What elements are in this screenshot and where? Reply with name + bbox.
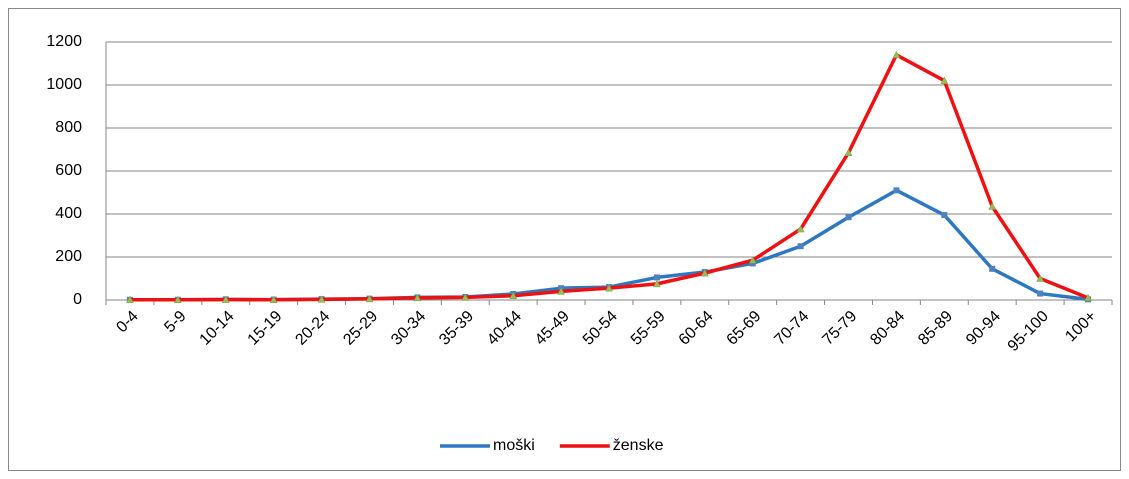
marker: [1036, 274, 1045, 282]
y-tick-label: 800: [55, 119, 82, 136]
legend-label: moški: [493, 437, 535, 454]
marker: [605, 284, 613, 292]
y-tick-label: 1000: [46, 76, 82, 93]
marker: [1037, 290, 1044, 297]
marker: [1084, 293, 1092, 302]
marker: [365, 294, 374, 303]
marker: [941, 212, 948, 219]
marker: [317, 295, 326, 303]
y-tick-label: 600: [55, 162, 82, 179]
marker: [940, 76, 949, 84]
marker: [797, 243, 804, 250]
marker: [173, 295, 182, 304]
marker: [126, 295, 134, 304]
marker: [557, 287, 566, 295]
marker: [844, 148, 853, 156]
y-tick-label: 200: [55, 248, 82, 265]
marker: [892, 50, 901, 59]
y-tick-label: 0: [73, 291, 82, 308]
marker: [652, 279, 661, 288]
marker: [845, 214, 852, 221]
marker: [269, 295, 278, 304]
marker: [748, 256, 757, 264]
marker: [413, 293, 422, 302]
chart-border: [8, 8, 1121, 471]
marker: [509, 291, 518, 299]
legend-label: ženske: [613, 437, 664, 454]
marker: [461, 293, 470, 301]
marker: [988, 202, 997, 210]
y-tick-label: 400: [55, 205, 82, 222]
marker: [893, 187, 900, 194]
y-tick-label: 1200: [46, 33, 82, 50]
marker: [700, 269, 709, 277]
marker: [796, 225, 805, 233]
marker: [989, 265, 996, 272]
marker: [221, 295, 230, 303]
marker: [653, 274, 660, 281]
